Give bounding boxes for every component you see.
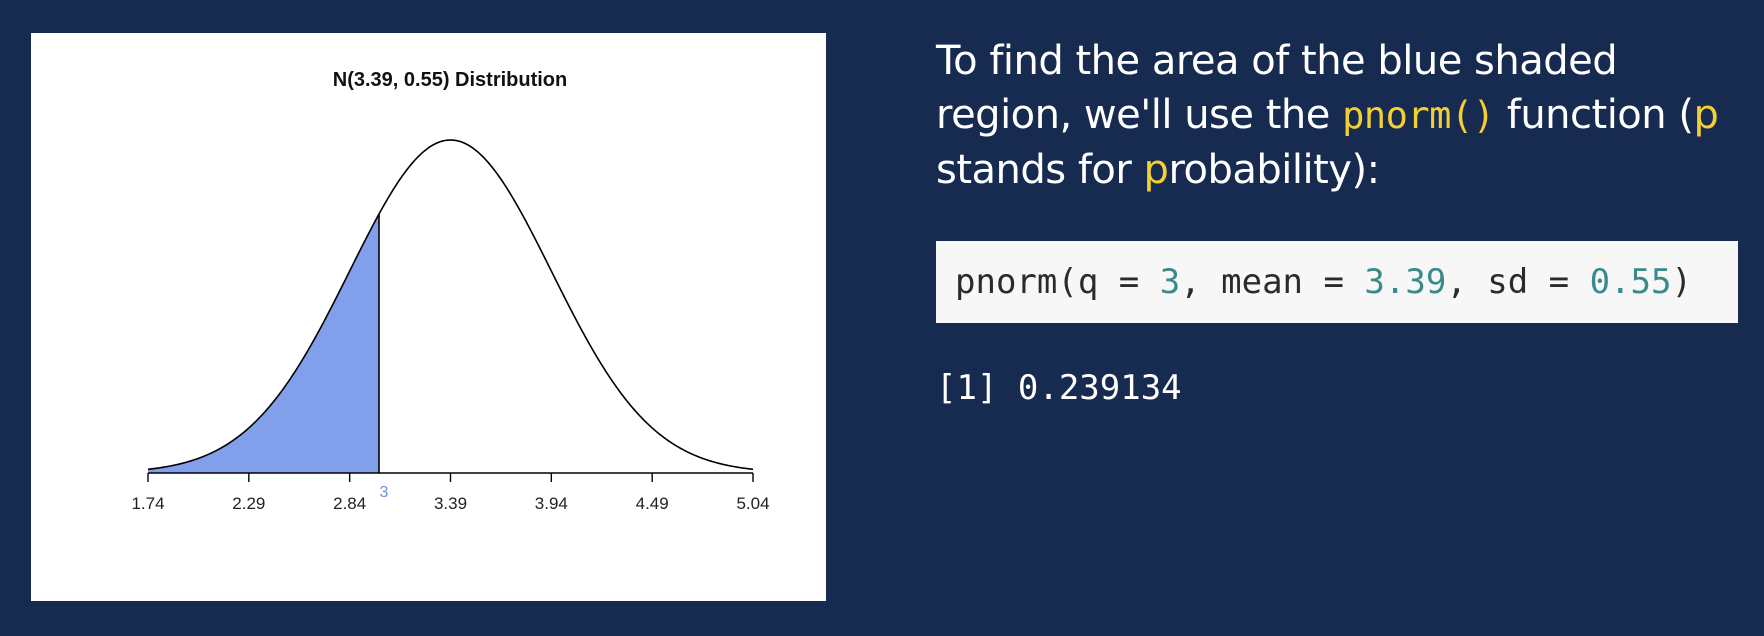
x-tick-label: 3.39: [434, 494, 467, 513]
x-tick-label: 1.74: [131, 494, 164, 513]
x-tick-label: 4.49: [636, 494, 669, 513]
code-text-1: pnorm(q =: [955, 262, 1160, 302]
explanation-part3: stands for: [936, 147, 1144, 193]
code-block: pnorm(q = 3, mean = 3.39, sd = 0.55): [936, 241, 1738, 323]
code-number-sd: 0.55: [1589, 262, 1672, 302]
normal-distribution-plot: N(3.39, 0.55) Distribution 1.74 2.29 2.84 3…: [131, 69, 770, 513]
x-tick-label: 2.29: [232, 494, 265, 513]
plot-panel: N(3.39, 0.55) Distribution 1.74 2.29 2.84 3…: [31, 33, 826, 601]
cutoff-label: 3: [380, 484, 389, 501]
code-output: [1] 0.239134: [936, 368, 1182, 408]
code-text-4: ): [1671, 262, 1692, 302]
explanation-part1: To find the area of the blue shaded regi…: [936, 38, 1618, 138]
plot-title: N(3.39, 0.55) Distribution: [333, 69, 568, 91]
highlight-p-1: p: [1693, 92, 1719, 138]
code-number-q: 3: [1159, 262, 1181, 302]
density-curve: [147, 139, 754, 471]
x-tick-label: 2.84: [333, 494, 366, 513]
shaded-area: [148, 214, 379, 473]
explanation-part4: robability):: [1168, 147, 1380, 193]
explanation-text: To find the area of the blue shaded regi…: [936, 34, 1746, 197]
text-panel: To find the area of the blue shaded regi…: [936, 34, 1746, 197]
code-number-mean: 3.39: [1364, 262, 1447, 302]
plot-layer: 1.74 2.29 2.84 3.39 3.94 4.49 5.04 3: [131, 139, 770, 513]
code-text-2: , mean =: [1180, 262, 1365, 302]
code-text-3: , sd =: [1446, 262, 1590, 302]
explanation-part2: function (: [1494, 92, 1694, 138]
function-name: pnorm(): [1342, 94, 1495, 137]
highlight-p-2: p: [1143, 147, 1169, 193]
x-tick-label: 3.94: [535, 494, 568, 513]
x-tick-label: 5.04: [736, 494, 769, 513]
